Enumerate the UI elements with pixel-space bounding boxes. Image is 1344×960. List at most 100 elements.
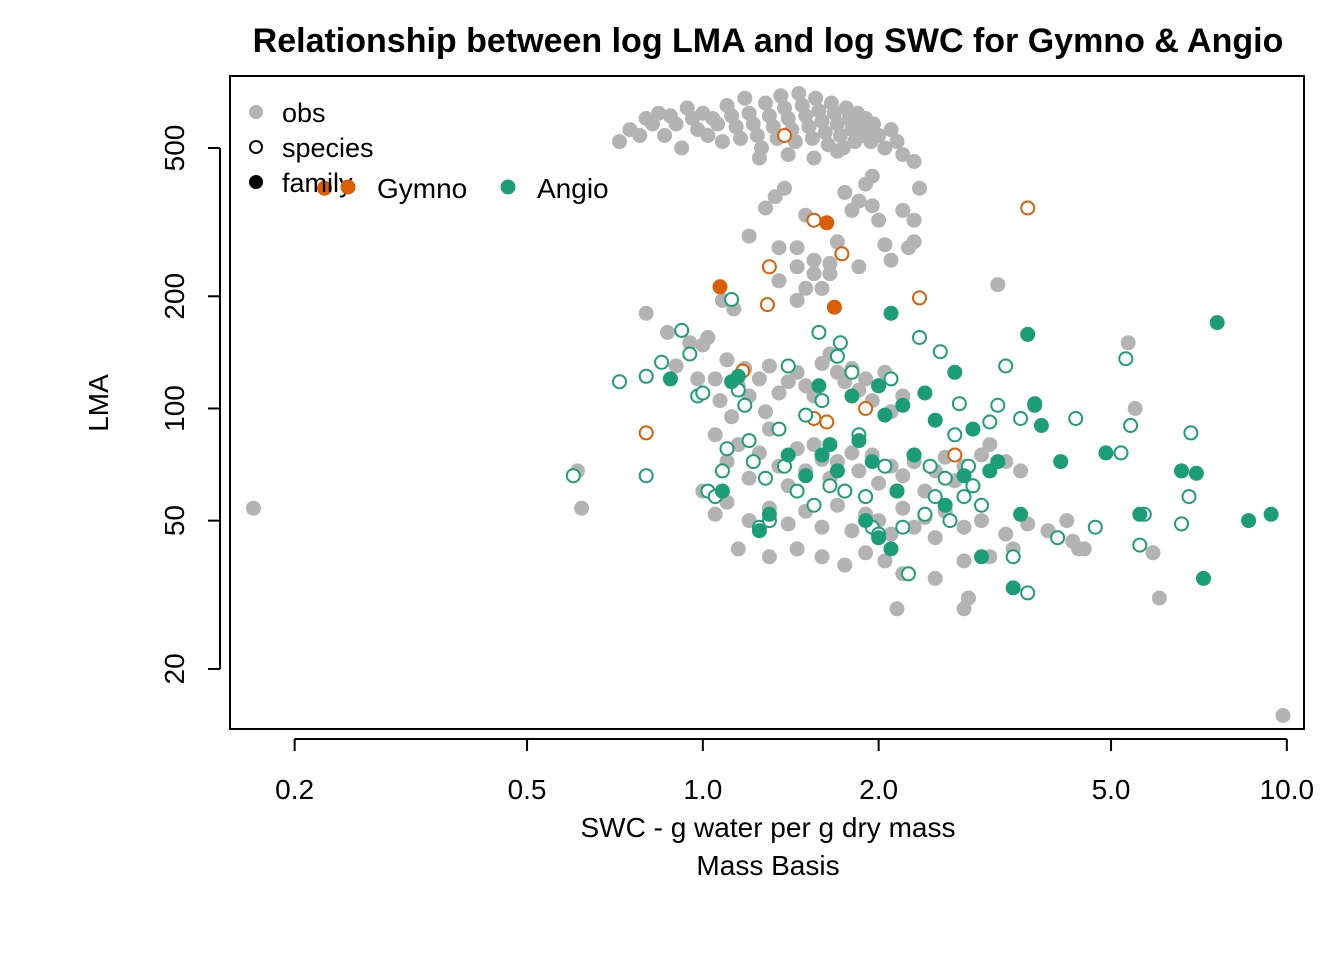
point-obs-all-13: [724, 409, 740, 425]
point-species-angio-60: [1005, 549, 1021, 565]
point-obs-all-95: [761, 549, 777, 565]
point-species-gymno-11: [947, 447, 963, 463]
point-species-angio-42: [901, 566, 916, 582]
legend-marker-species: [249, 140, 263, 154]
point-family-angio-6: [780, 447, 796, 463]
point-obs-all-158: [804, 131, 820, 146]
point-obs-all-192: [758, 200, 773, 216]
point-obs-all-117: [1275, 708, 1291, 723]
point-family-angio-44: [822, 437, 838, 453]
legend-label-obs: obs: [282, 98, 326, 128]
point-obs-all-196: [864, 198, 880, 214]
point-species-angio-21: [771, 421, 787, 437]
point-obs-all-143: [749, 128, 765, 143]
point-obs-all-195: [851, 193, 867, 209]
point-obs-all-98: [837, 557, 853, 573]
point-obs-all-118: [612, 134, 627, 150]
point-obs-all-19: [761, 358, 777, 374]
y-tick-label-3: 200: [159, 273, 190, 320]
point-species-angio-30: [829, 348, 845, 364]
point-species-angio-57: [982, 414, 998, 430]
point-obs-all-0: [245, 500, 261, 516]
point-obs-all-218: [789, 292, 805, 308]
point-species-angio-51: [947, 427, 963, 443]
point-obs-all-110: [961, 590, 976, 606]
point-species-angio-55: [965, 478, 981, 494]
point-species-gymno-5: [912, 290, 927, 306]
point-species-gymno-10: [819, 414, 835, 430]
point-obs-all-75: [780, 516, 796, 532]
point-obs-all-40: [741, 470, 757, 486]
point-species-angio-19: [758, 470, 773, 486]
point-obs-all-120: [632, 128, 648, 143]
point-species-angio-31: [832, 335, 848, 351]
point-obs-all-220: [883, 252, 899, 268]
data-points: [245, 86, 1291, 723]
point-family-angio-31: [1027, 396, 1043, 412]
point-obs-all-97: [814, 549, 830, 565]
point-obs-all-198: [895, 202, 911, 218]
point-family-angio-26: [974, 549, 989, 565]
point-obs-all-186: [751, 150, 767, 166]
point-obs-all-25: [814, 356, 830, 371]
x-tick-label-0: 0.2: [275, 774, 314, 805]
y-axis-label: LMA: [83, 374, 114, 432]
point-obs-all-71: [707, 506, 723, 522]
point-obs-all-79: [844, 523, 860, 539]
point-species-angio-68: [1118, 351, 1134, 367]
point-species-angio-5: [674, 322, 690, 338]
point-family-angio-29: [1013, 506, 1029, 522]
point-obs-all-135: [714, 134, 730, 150]
point-obs-all-86: [927, 530, 943, 546]
point-family-angio-19: [906, 447, 922, 463]
point-obs-all-113: [1076, 541, 1092, 557]
point-species-angio-28: [814, 393, 830, 409]
point-species-angio-61: [1013, 411, 1029, 426]
point-obs-all-82: [883, 526, 899, 542]
x-tick-label-3: 2.0: [859, 774, 898, 805]
y-tick-label-4: 500: [159, 125, 190, 172]
point-species-angio-12: [719, 441, 735, 457]
point-obs-all-185: [906, 154, 922, 169]
point-family-angio-13: [864, 454, 880, 470]
point-species-angio-3: [638, 368, 654, 384]
point-species-angio-62: [1020, 585, 1036, 601]
point-obs-all-56: [871, 475, 887, 491]
point-species-angio-72: [1174, 516, 1189, 532]
point-obs-all-20: [771, 385, 787, 401]
point-obs-all-140: [737, 90, 753, 106]
point-family-angio-36: [1174, 463, 1189, 479]
point-family-angio-41: [1263, 506, 1279, 522]
point-obs-all-221: [906, 234, 922, 250]
point-species-angio-65: [1068, 411, 1084, 426]
point-family-angio-16: [883, 541, 899, 557]
point-species-angio-0: [565, 468, 581, 484]
point-obs-all-149: [773, 88, 789, 104]
point-obs-all-187: [780, 147, 796, 163]
point-family-angio-11: [851, 433, 867, 449]
y-tick-label-0: 20: [159, 653, 190, 684]
point-species-angio-33: [844, 364, 860, 380]
point-obs-all-132: [700, 128, 716, 143]
point-obs-all-78: [829, 497, 845, 513]
x-axis-label: SWC - g water per g dry mass: [581, 812, 956, 843]
plot-frame: [229, 75, 1305, 730]
point-family-angio-39: [1209, 315, 1225, 331]
point-family-angio-10: [844, 388, 860, 404]
point-obs-all-89: [974, 513, 989, 529]
point-obs-all-116: [1127, 401, 1143, 416]
point-obs-all-191: [777, 180, 792, 196]
point-family-gymno-1: [819, 215, 835, 231]
point-family-angio-43: [811, 378, 827, 394]
point-obs-all-99: [858, 545, 874, 561]
point-obs-all-204: [741, 228, 757, 244]
point-family-angio-21: [927, 412, 943, 428]
point-obs-all-17: [751, 371, 767, 387]
legend-marker-family: [249, 175, 263, 189]
point-species-gymno-3: [834, 246, 850, 262]
point-obs-all-183: [889, 134, 905, 150]
point-family-angio-0: [662, 371, 678, 387]
point-family-angio-37: [1188, 465, 1204, 481]
point-obs-all-215: [822, 266, 838, 282]
point-obs-all-159: [808, 90, 824, 106]
